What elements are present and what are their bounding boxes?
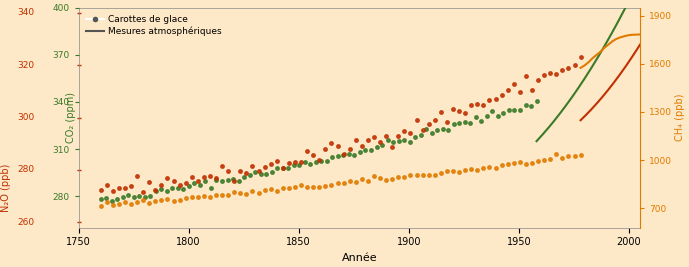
Text: 300: 300 [17,113,34,122]
Text: 260: 260 [17,218,34,227]
X-axis label: Année: Année [342,253,377,263]
Y-axis label: CO₂ (ppm): CO₂ (ppm) [66,92,76,143]
Y-axis label: CH₄ (ppb): CH₄ (ppb) [675,94,685,141]
Text: 280: 280 [17,166,34,174]
Text: N₂O (ppb): N₂O (ppb) [1,164,10,212]
Legend: Carottes de glace, Mesures atmosphériques: Carottes de glace, Mesures atmosphérique… [83,12,225,39]
Text: 340: 340 [17,8,34,17]
Text: 320: 320 [17,61,34,70]
